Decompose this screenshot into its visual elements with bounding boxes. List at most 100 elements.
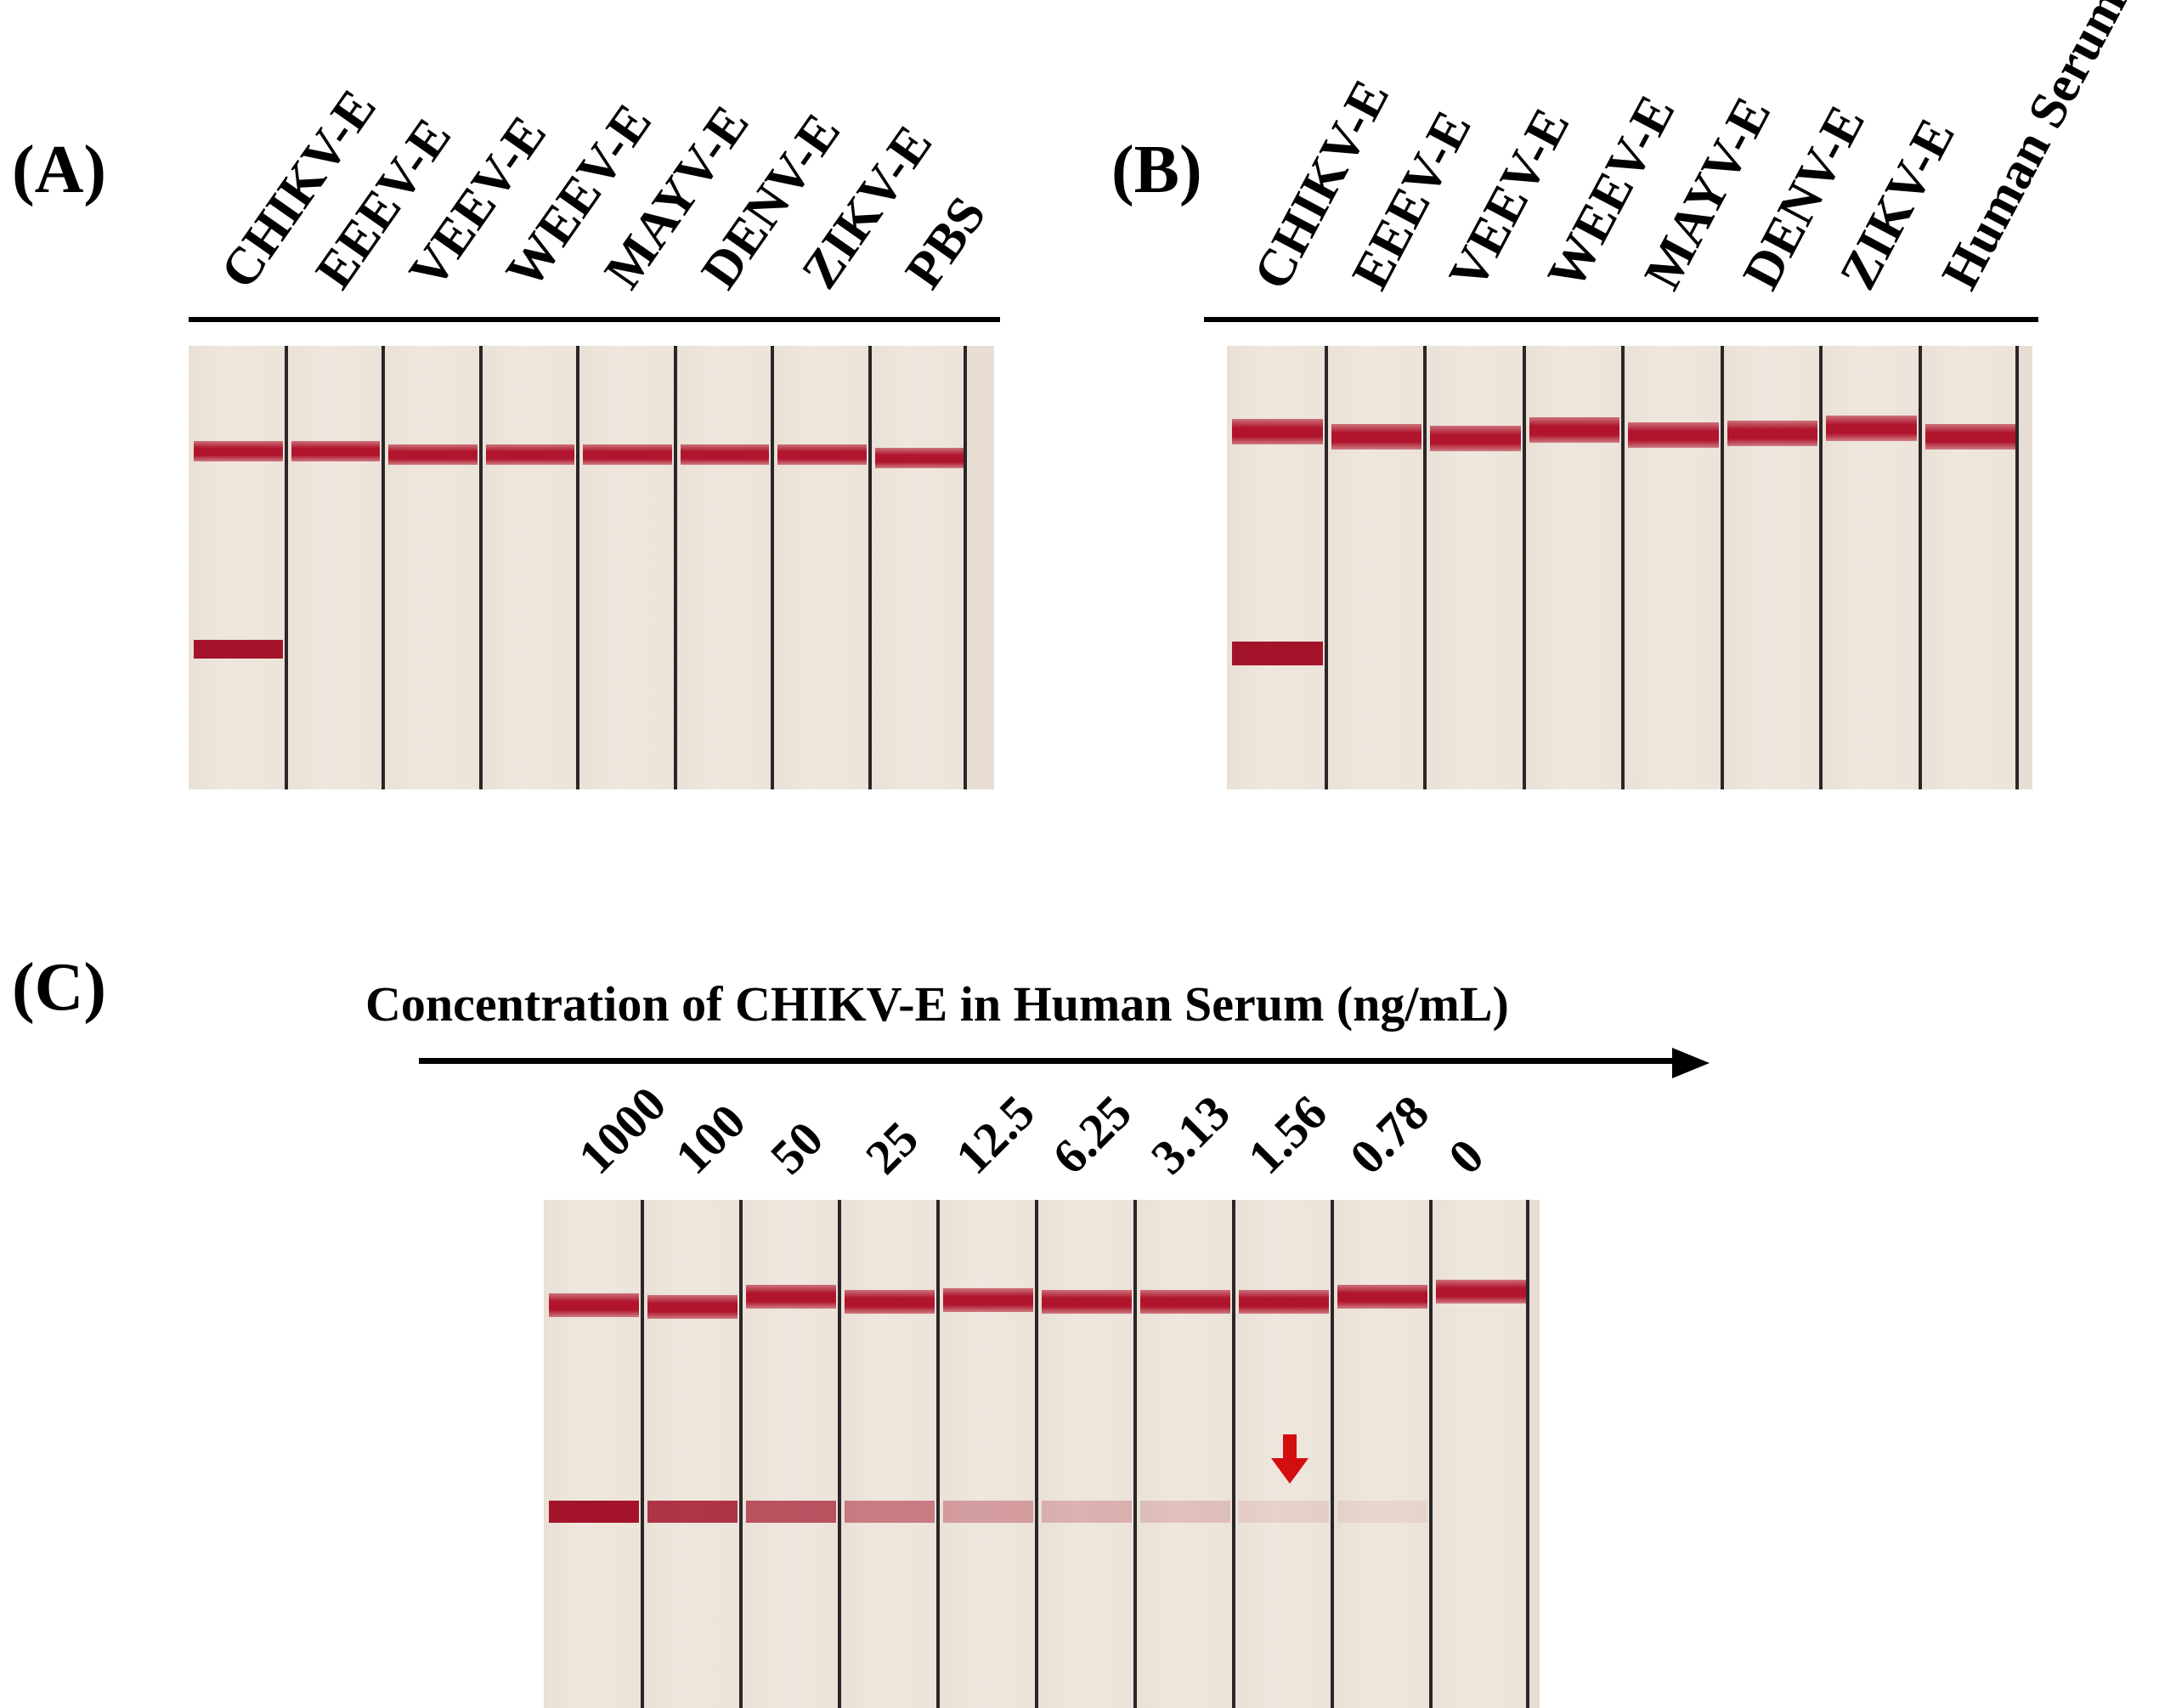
strip-divider <box>1423 346 1427 789</box>
test-strip <box>1821 346 1920 789</box>
panel-a-strips-photo <box>189 346 994 789</box>
control-line <box>1331 424 1421 450</box>
control-line <box>1628 422 1719 448</box>
test-strip <box>480 346 578 789</box>
test-strip <box>544 1200 642 1708</box>
test-line <box>1239 1501 1329 1523</box>
lane-label-c-5: 6.25 <box>1042 1084 1142 1185</box>
strip-divider <box>964 346 967 789</box>
concentration-axis-line <box>419 1058 1676 1064</box>
strip-divider <box>1035 1200 1038 1708</box>
detection-limit-arrow-icon <box>1271 1434 1308 1484</box>
lane-label-c-3: 25 <box>855 1111 930 1185</box>
test-strip <box>1919 346 2019 789</box>
lane-label-b-7: Human Serum <box>1930 0 2139 299</box>
strip-divider <box>1429 1200 1433 1708</box>
strip-divider <box>1324 346 1328 789</box>
test-line <box>746 1501 836 1523</box>
control-line <box>874 448 964 468</box>
test-strip <box>938 1200 1037 1708</box>
control-line <box>485 444 574 465</box>
control-line <box>194 441 283 461</box>
test-strip <box>1523 346 1623 789</box>
panel-b-strips-photo <box>1227 346 2032 789</box>
strip-divider <box>641 1200 644 1708</box>
control-line <box>388 444 478 465</box>
test-line <box>647 1501 738 1523</box>
lane-label-c-0: 1000 <box>568 1076 677 1185</box>
lane-label-c-4: 12.5 <box>945 1084 1045 1185</box>
control-line <box>1232 419 1323 444</box>
control-line <box>1529 417 1619 443</box>
test-line <box>549 1501 639 1523</box>
lane-label-c-8: 0.78 <box>1339 1084 1439 1185</box>
strip-divider <box>771 346 774 789</box>
strip-divider <box>838 1200 841 1708</box>
strip-divider <box>1720 346 1724 789</box>
control-line <box>1727 421 1817 446</box>
test-strip <box>1623 346 1722 789</box>
control-line <box>1826 416 1917 441</box>
control-line <box>845 1290 935 1314</box>
strip-divider <box>1819 346 1823 789</box>
strip-divider <box>1331 1200 1334 1708</box>
test-strip <box>1721 346 1821 789</box>
control-line <box>943 1288 1033 1312</box>
panel-b-rule <box>1204 317 2038 322</box>
test-strip <box>675 346 772 789</box>
control-line <box>1436 1280 1526 1304</box>
strip-divider <box>1232 1200 1235 1708</box>
panel-a-label: (A) <box>12 133 107 207</box>
strip-divider <box>739 1200 743 1708</box>
test-strip <box>189 346 286 789</box>
control-line <box>1337 1285 1427 1309</box>
test-line <box>1337 1501 1427 1523</box>
control-line <box>647 1295 738 1319</box>
strip-divider <box>1133 1200 1137 1708</box>
test-strip <box>741 1200 839 1708</box>
test-strip <box>1332 1200 1431 1708</box>
test-strip <box>1227 346 1326 789</box>
test-strip <box>1431 1200 1529 1708</box>
test-strip <box>1135 1200 1234 1708</box>
strip-divider <box>478 346 483 789</box>
test-strip <box>869 346 967 789</box>
lane-label-c-7: 1.56 <box>1237 1084 1337 1185</box>
test-line <box>1232 642 1323 665</box>
strip-divider <box>1522 346 1526 789</box>
test-strip <box>578 346 675 789</box>
control-line <box>680 444 769 465</box>
panel-c-strips-photo <box>544 1200 1540 1708</box>
strip-divider <box>936 1200 940 1708</box>
control-line <box>291 441 380 461</box>
control-line <box>583 444 672 465</box>
strip-divider <box>2015 346 2019 789</box>
test-strip <box>772 346 870 789</box>
strip-divider <box>868 346 872 789</box>
test-line <box>1042 1501 1132 1523</box>
test-line <box>943 1501 1033 1523</box>
control-line <box>1924 424 2015 450</box>
control-line <box>1239 1290 1329 1314</box>
control-line <box>1042 1290 1132 1314</box>
control-line <box>746 1285 836 1309</box>
test-strip <box>1037 1200 1135 1708</box>
test-line <box>1140 1501 1230 1523</box>
strip-divider <box>284 346 288 789</box>
strip-divider <box>382 346 385 789</box>
lane-label-c-2: 50 <box>760 1111 834 1185</box>
test-strip <box>642 1200 741 1708</box>
control-line <box>777 444 867 465</box>
test-line <box>194 640 283 659</box>
test-strip <box>1425 346 1524 789</box>
strip-divider <box>1526 1200 1529 1708</box>
control-line <box>549 1293 639 1317</box>
strip-divider <box>1621 346 1625 789</box>
concentration-axis-arrowhead <box>1672 1048 1710 1078</box>
panel-a-rule <box>189 317 1000 322</box>
test-strip <box>285 346 383 789</box>
test-line <box>845 1501 935 1523</box>
panel-c-title: Concentration of CHIKV-E in Human Serum … <box>365 976 1509 1032</box>
lane-label-c-6: 3.13 <box>1140 1084 1241 1185</box>
